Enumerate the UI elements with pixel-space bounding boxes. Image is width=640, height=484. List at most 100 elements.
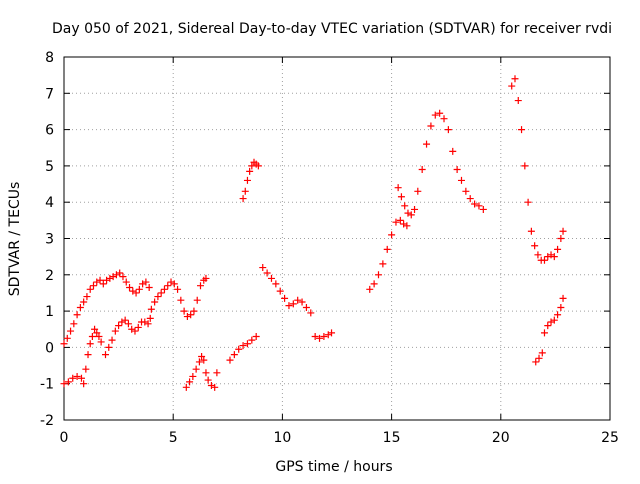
data-point bbox=[195, 358, 203, 366]
data-point bbox=[82, 365, 90, 373]
y-tick-label: 5 bbox=[45, 159, 54, 175]
data-point bbox=[440, 115, 448, 123]
data-point bbox=[276, 287, 284, 295]
y-tick-label: 7 bbox=[45, 86, 54, 102]
x-tick-label: 0 bbox=[60, 430, 69, 446]
x-tick-label: 15 bbox=[383, 430, 401, 446]
data-point bbox=[239, 195, 247, 203]
data-point bbox=[298, 298, 306, 306]
data-point bbox=[241, 187, 249, 195]
data-point bbox=[285, 302, 293, 310]
data-point bbox=[508, 82, 516, 90]
data-point bbox=[243, 340, 251, 348]
data-point bbox=[151, 298, 159, 306]
data-point bbox=[180, 307, 188, 315]
x-tick-labels: 0 5 10 15 20 25 bbox=[60, 430, 619, 446]
data-point bbox=[86, 285, 94, 293]
data-point bbox=[289, 300, 297, 308]
data-point bbox=[103, 276, 111, 284]
data-point bbox=[93, 278, 101, 286]
x-tick-label: 10 bbox=[273, 430, 291, 446]
data-point bbox=[320, 333, 328, 341]
data-point bbox=[272, 280, 280, 288]
data-point bbox=[514, 97, 522, 105]
data-point bbox=[383, 245, 391, 253]
data-point bbox=[105, 343, 113, 351]
data-point bbox=[99, 280, 107, 288]
data-point bbox=[248, 162, 256, 170]
data-point bbox=[311, 333, 319, 341]
data-point bbox=[139, 280, 147, 288]
data-point bbox=[129, 287, 137, 295]
data-point bbox=[431, 111, 439, 119]
y-tick-label: 0 bbox=[45, 340, 54, 356]
data-point bbox=[403, 222, 411, 230]
data-point bbox=[109, 273, 117, 281]
data-point bbox=[230, 351, 238, 359]
data-point bbox=[534, 251, 542, 259]
data-point bbox=[532, 358, 540, 366]
data-point bbox=[70, 320, 78, 328]
data-point bbox=[281, 294, 289, 302]
data-point bbox=[518, 126, 526, 134]
data-point bbox=[89, 282, 97, 290]
data-point bbox=[132, 289, 140, 297]
data-point bbox=[135, 285, 143, 293]
data-point bbox=[400, 220, 408, 228]
data-point bbox=[302, 303, 310, 311]
data-point bbox=[202, 369, 210, 377]
data-point bbox=[128, 325, 136, 333]
data-point bbox=[374, 271, 382, 279]
data-point bbox=[167, 278, 175, 286]
data-point bbox=[379, 260, 387, 268]
grid bbox=[64, 57, 610, 420]
data-point bbox=[73, 311, 81, 319]
data-point bbox=[239, 342, 247, 350]
data-point bbox=[174, 285, 182, 293]
data-point bbox=[164, 282, 172, 290]
data-point bbox=[550, 316, 558, 324]
data-point bbox=[60, 380, 68, 388]
data-point bbox=[177, 296, 185, 304]
data-point bbox=[145, 284, 153, 292]
data-point bbox=[550, 253, 558, 261]
data-point bbox=[370, 280, 378, 288]
data-point bbox=[63, 334, 71, 342]
data-point bbox=[111, 327, 119, 335]
data-point bbox=[186, 378, 194, 386]
data-point bbox=[511, 75, 519, 83]
data-point bbox=[198, 352, 206, 360]
data-point bbox=[557, 235, 565, 242]
data-point bbox=[112, 271, 120, 279]
data-point bbox=[108, 336, 116, 344]
data-point bbox=[538, 349, 546, 357]
x-tick-label: 25 bbox=[601, 430, 619, 446]
data-point bbox=[466, 195, 474, 203]
data-point bbox=[394, 184, 402, 192]
data-point bbox=[479, 205, 487, 213]
data-point bbox=[316, 334, 324, 342]
data-point bbox=[96, 276, 104, 284]
data-point bbox=[101, 351, 109, 359]
data-point bbox=[396, 216, 404, 224]
data-point bbox=[557, 303, 565, 311]
data-point bbox=[86, 340, 94, 348]
data-point bbox=[197, 282, 204, 290]
data-point bbox=[457, 176, 465, 184]
data-point bbox=[427, 122, 435, 130]
data-point bbox=[115, 322, 123, 330]
data-point bbox=[544, 253, 552, 261]
y-tick-label: 2 bbox=[45, 268, 54, 284]
y-tick-label: 1 bbox=[45, 304, 54, 320]
data-point bbox=[84, 351, 92, 359]
data-point bbox=[471, 200, 479, 208]
data-point bbox=[397, 193, 405, 201]
data-point bbox=[401, 202, 409, 210]
y-tick-labels: -2 -1 0 1 2 3 4 5 6 7 8 bbox=[40, 50, 54, 429]
data-point bbox=[124, 320, 132, 328]
data-marks bbox=[60, 75, 567, 391]
y-tick-label: 3 bbox=[45, 232, 54, 248]
data-point bbox=[267, 274, 275, 282]
data-point bbox=[392, 218, 400, 226]
